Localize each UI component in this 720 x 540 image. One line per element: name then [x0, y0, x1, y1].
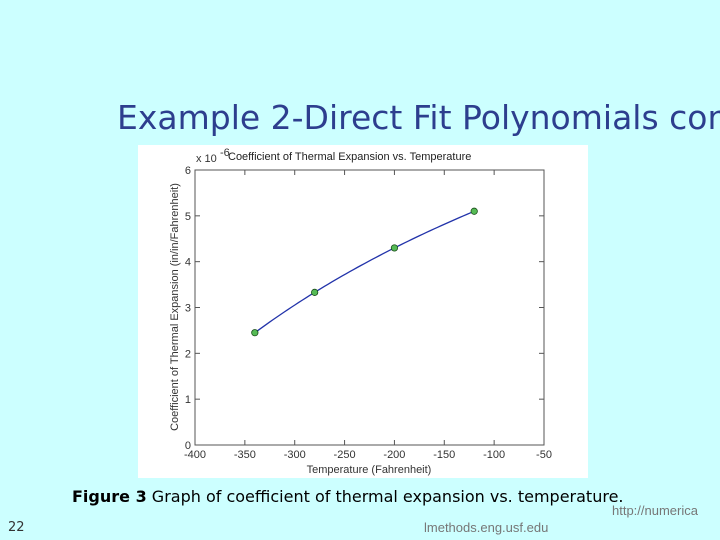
x-tick-label: -350	[234, 449, 256, 461]
y-tick-label: 1	[185, 394, 191, 406]
x-tick-label: -150	[433, 449, 455, 461]
x-tick-label: -250	[334, 449, 356, 461]
data-points	[251, 207, 478, 337]
x-tick-label: -200	[383, 449, 405, 461]
caption-label: Figure 3	[72, 487, 147, 506]
y-exponent-label: x 10	[196, 153, 217, 165]
y-tick-label: 2	[185, 348, 191, 360]
plot-area	[194, 169, 545, 446]
chart-container: Coefficient of Thermal Expansion vs. Tem…	[138, 145, 588, 478]
data-point	[311, 288, 319, 296]
x-tick-label: -50	[536, 449, 552, 461]
chart-svg: Coefficient of Thermal Expansion vs. Tem…	[169, 147, 552, 476]
y-tick-label: 4	[185, 257, 191, 269]
y-tick-label: 5	[185, 211, 191, 223]
y-tick-label: 0	[185, 440, 191, 452]
x-tick-label: -100	[483, 449, 505, 461]
x-tick-label: -300	[284, 449, 306, 461]
y-exponent-power: -6	[220, 147, 230, 159]
series-line	[254, 210, 475, 334]
y-axis-label: Coefficient of Thermal Expansion (in/in/…	[169, 183, 181, 431]
data-point	[470, 207, 478, 215]
slide-number: 22	[8, 520, 25, 535]
x-ticks: -400 -350 -300 -250 -200 -150 -100 -50	[184, 170, 552, 461]
data-point	[251, 329, 259, 337]
x-axis-label: Temperature (Fahrenheit)	[307, 464, 432, 476]
x-tick-label: -400	[184, 449, 206, 461]
y-tick-label: 6	[185, 165, 191, 177]
slide-title: Example 2-Direct Fit Polynomials cont.	[117, 98, 720, 137]
figure-caption: Figure 3 Graph of coefficient of thermal…	[72, 487, 624, 506]
chart-title: Coefficient of Thermal Expansion vs. Tem…	[228, 151, 471, 163]
footer-url-part1[interactable]: http://numerica	[612, 503, 698, 518]
caption-text: Graph of coefficient of thermal expansio…	[146, 487, 624, 506]
data-point	[390, 244, 399, 252]
y-tick-label: 3	[185, 303, 191, 315]
footer-url-part2[interactable]: lmethods.eng.usf.edu	[424, 520, 549, 535]
y-ticks: 0 1 2 3 4 5 6	[185, 165, 544, 452]
